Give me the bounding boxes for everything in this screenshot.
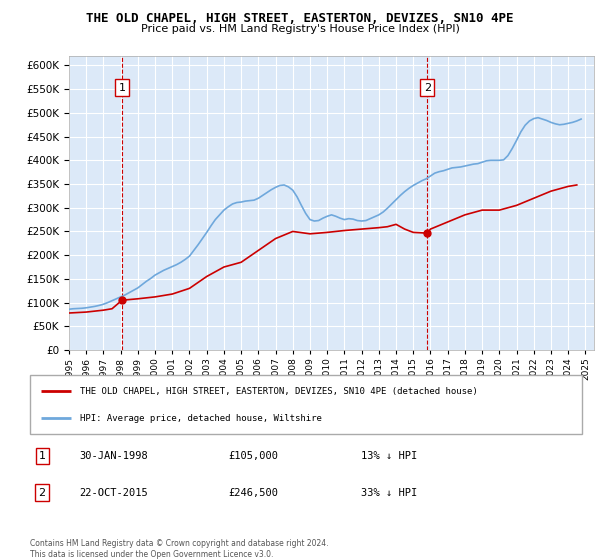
Text: 33% ↓ HPI: 33% ↓ HPI [361, 488, 418, 498]
Text: 2: 2 [38, 488, 46, 498]
Text: 30-JAN-1998: 30-JAN-1998 [80, 451, 148, 461]
Text: THE OLD CHAPEL, HIGH STREET, EASTERTON, DEVIZES, SN10 4PE: THE OLD CHAPEL, HIGH STREET, EASTERTON, … [86, 12, 514, 25]
Text: Price paid vs. HM Land Registry's House Price Index (HPI): Price paid vs. HM Land Registry's House … [140, 24, 460, 34]
Text: Contains HM Land Registry data © Crown copyright and database right 2024.
This d: Contains HM Land Registry data © Crown c… [30, 539, 329, 559]
Text: 22-OCT-2015: 22-OCT-2015 [80, 488, 148, 498]
Text: 2: 2 [424, 83, 431, 93]
Text: 13% ↓ HPI: 13% ↓ HPI [361, 451, 418, 461]
FancyBboxPatch shape [30, 375, 582, 434]
Text: 1: 1 [38, 451, 46, 461]
Text: HPI: Average price, detached house, Wiltshire: HPI: Average price, detached house, Wilt… [80, 414, 322, 423]
Text: THE OLD CHAPEL, HIGH STREET, EASTERTON, DEVIZES, SN10 4PE (detached house): THE OLD CHAPEL, HIGH STREET, EASTERTON, … [80, 386, 478, 395]
Text: £246,500: £246,500 [229, 488, 279, 498]
Text: £105,000: £105,000 [229, 451, 279, 461]
Text: 1: 1 [119, 83, 125, 93]
